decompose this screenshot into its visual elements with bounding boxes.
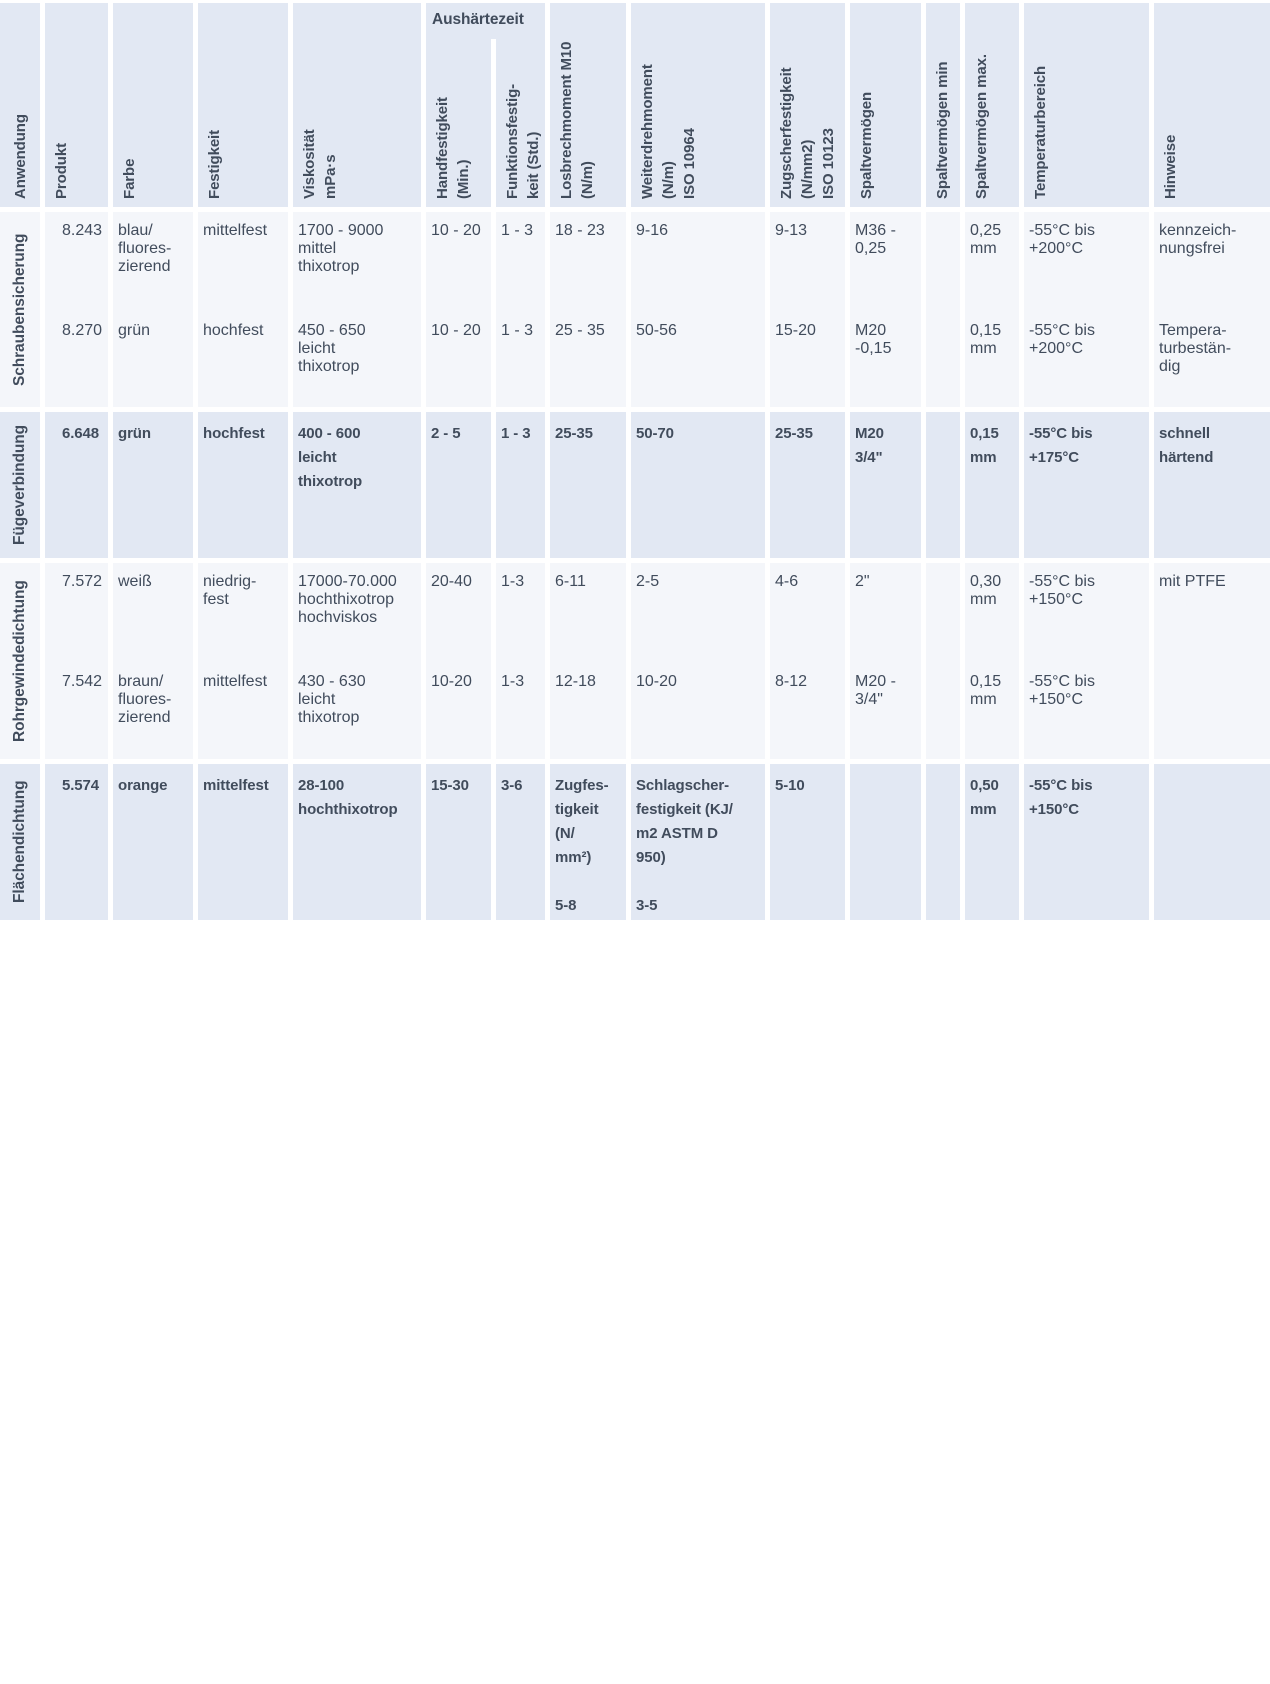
col-header-spaltvermoegen-min: Spaltvermögen min (926, 3, 960, 207)
cell-zugscherfestigkeit: 25-35 (770, 412, 845, 558)
cell-losbrechmoment: 18 - 23 25 - 35 (550, 212, 626, 407)
col-header-festigkeit-label: Festigkeit (206, 129, 223, 199)
cell-hinweise: kennzeich- nungsfrei Tempera- turbestän- … (1154, 212, 1270, 407)
cell-festigkeit: mittelfest hochfest (198, 212, 288, 407)
col-header-hinweise: Hinweise (1154, 3, 1270, 207)
cell-produkt: 6.648 (45, 412, 108, 558)
cell-festigkeit: hochfest (198, 412, 288, 558)
col-header-aushaertezeit-group: Aushärtezeit Handfestigkeit (Min.) Funkt… (426, 3, 545, 207)
cell-hinweise (1154, 764, 1270, 920)
cell-spaltvermoegen: 2" M20 - 3/4" (850, 563, 921, 759)
cell-funktionsfestigkeit: 1 - 3 (496, 412, 545, 558)
cell-spaltvermoegen: M20 3/4" (850, 412, 921, 558)
col-header-losbrechmoment: Losbrechmoment M10 (N/m) (550, 3, 626, 207)
cell-farbe: grün (113, 412, 193, 558)
group-label-schraubensicherung: Schraubensicherung (0, 212, 40, 407)
cell-spaltvermoegen-min (926, 563, 960, 759)
cell-losbrechmoment: Zugfes- tigkeit (N/ mm²) 5-8 (550, 764, 626, 920)
cell-festigkeit: niedrig- fest mittelfest (198, 563, 288, 759)
cell-funktionsfestigkeit: 3-6 (496, 764, 545, 920)
cell-temperaturbereich: -55°C bis +200°C -55°C bis +200°C (1024, 212, 1149, 407)
group-label-fuegeverbindung: Fügeverbindung (0, 412, 40, 558)
cell-hinweise: mit PTFE (1154, 563, 1270, 759)
cell-hinweise: schnell härtend (1154, 412, 1270, 558)
group-label-flaechendichtung: Flächendichtung (0, 764, 40, 920)
cell-weiterdrehmoment: 2-5 10-20 (631, 563, 765, 759)
col-header-hinweise-label: Hinweise (1162, 134, 1179, 199)
cell-viskositaet: 28-100 hochthixotrop (293, 764, 421, 920)
col-header-farbe: Farbe (113, 3, 193, 207)
cell-spaltvermoegen: M36 - 0,25 M20 -0,15 (850, 212, 921, 407)
group-label-rohrgewindedichtung: Rohrgewindedichtung (0, 563, 40, 759)
col-header-spaltvermoegen-max-label: Spaltvermögen max. (973, 54, 990, 199)
cell-temperaturbereich: -55°C bis +150°C (1024, 764, 1149, 920)
cell-funktionsfestigkeit: 1-3 1-3 (496, 563, 545, 759)
col-header-spaltvermoegen-label: Spaltvermögen (858, 91, 875, 199)
cell-spaltvermoegen-max: 0,30 mm 0,15 mm (965, 563, 1019, 759)
cell-viskositaet: 1700 - 9000 mittel thixotrop 450 - 650 le… (293, 212, 421, 407)
cell-losbrechmoment: 6-11 12-18 (550, 563, 626, 759)
cell-spaltvermoegen-min (926, 212, 960, 407)
aushaertezeit-group-label: Aushärtezeit (432, 11, 524, 28)
cell-temperaturbereich: -55°C bis +150°C -55°C bis +150°C (1024, 563, 1149, 759)
cell-farbe: weiß braun/ fluores- zierend (113, 563, 193, 759)
col-header-produkt-label: Produkt (53, 143, 70, 199)
cell-spaltvermoegen-min (926, 764, 960, 920)
cell-produkt: 7.572 7.542 (45, 563, 108, 759)
cell-spaltvermoegen-min (926, 412, 960, 558)
col-header-zugscherfestigkeit: Zugscherfestigkeit (N/mm2) ISO 10123 (770, 3, 845, 207)
col-header-losbrechmoment-label: Losbrechmoment M10 (N/m) (558, 41, 596, 199)
cell-weiterdrehmoment: 9-16 50-56 (631, 212, 765, 407)
cell-festigkeit: mittelfest (198, 764, 288, 920)
col-header-anwendung: Anwendung (0, 3, 40, 207)
col-header-weiterdrehmoment-label: Weiterdrehmoment (N/m) ISO 10964 (639, 64, 698, 199)
col-header-viskositaet-label: Viskosität mPa·s (301, 129, 339, 199)
cell-temperaturbereich: -55°C bis +175°C (1024, 412, 1149, 558)
col-header-spaltvermoegen: Spaltvermögen (850, 3, 921, 207)
cell-viskositaet: 17000-70.000 hochthixotrop hochviskos 430… (293, 563, 421, 759)
col-header-anwendung-label: Anwendung (12, 114, 29, 199)
cell-farbe: orange (113, 764, 193, 920)
cell-farbe: blau/ fluores- zierend grün (113, 212, 193, 407)
cell-zugscherfestigkeit: 5-10 (770, 764, 845, 920)
col-header-temperaturbereich-label: Temperaturbereich (1032, 65, 1049, 199)
cell-losbrechmoment: 25-35 (550, 412, 626, 558)
cell-handfestigkeit: 10 - 20 10 - 20 (426, 212, 491, 407)
cell-spaltvermoegen-max: 0,15 mm (965, 412, 1019, 558)
col-header-viskositaet: Viskosität mPa·s (293, 3, 421, 207)
col-header-funktionsfestigkeit-label: Funktionsfestig- keit (Std.) (504, 83, 542, 199)
col-header-weiterdrehmoment: Weiterdrehmoment (N/m) ISO 10964 (631, 3, 765, 207)
cell-weiterdrehmoment: 50-70 (631, 412, 765, 558)
col-header-handfestigkeit-label: Handfestigkeit (Min.) (434, 97, 472, 199)
col-header-festigkeit: Festigkeit (198, 3, 288, 207)
cell-produkt: 8.243 8.270 (45, 212, 108, 407)
spec-table: Anwendung Produkt Farbe Festigkeit Visko… (0, 3, 1270, 920)
cell-zugscherfestigkeit: 9-13 15-20 (770, 212, 845, 407)
cell-zugscherfestigkeit: 4-6 8-12 (770, 563, 845, 759)
cell-handfestigkeit: 2 - 5 (426, 412, 491, 558)
col-header-spaltvermoegen-max: Spaltvermögen max. (965, 3, 1019, 207)
cell-produkt: 5.574 (45, 764, 108, 920)
cell-weiterdrehmoment: Schlagscher- festigkeit (KJ/ m2 ASTM D 9… (631, 764, 765, 920)
col-header-zugscherfestigkeit-label: Zugscherfestigkeit (N/mm2) ISO 10123 (778, 67, 837, 199)
cell-spaltvermoegen-max: 0,25 mm 0,15 mm (965, 212, 1019, 407)
cell-handfestigkeit: 15-30 (426, 764, 491, 920)
col-header-spaltvermoegen-min-label: Spaltvermögen min (934, 61, 951, 200)
cell-spaltvermoegen-max: 0,50 mm (965, 764, 1019, 920)
col-header-farbe-label: Farbe (121, 158, 138, 199)
aushaertezeit-subcolumn-divider (491, 39, 496, 207)
col-header-temperaturbereich: Temperaturbereich (1024, 3, 1149, 207)
col-header-produkt: Produkt (45, 3, 108, 207)
cell-handfestigkeit: 20-40 10-20 (426, 563, 491, 759)
cell-spaltvermoegen (850, 764, 921, 920)
cell-viskositaet: 400 - 600 leicht thixotrop (293, 412, 421, 558)
